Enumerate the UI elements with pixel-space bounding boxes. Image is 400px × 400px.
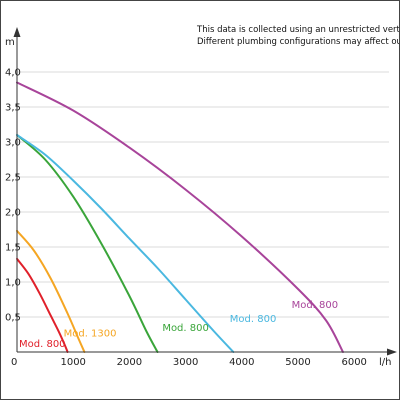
note-line-1: This data is collected using an unrestri… <box>196 25 399 35</box>
x-tick-label: 6000 <box>341 357 366 368</box>
x-tick-label: 1000 <box>60 357 85 368</box>
data-note: This data is collected using an unrestri… <box>196 25 399 47</box>
tick-labels: 0,5 1,0 1,5 2,0 2,5 3,0 3,5 4,0 0 1000 2000 3000 400… <box>5 68 367 369</box>
grid-lines <box>17 71 389 318</box>
x-tick-label: 3000 <box>173 357 198 368</box>
series-line-1 <box>16 257 69 353</box>
y-tick-label: 2,5 <box>5 173 21 184</box>
y-tick-label: 0,5 <box>5 313 21 324</box>
y-axis-arrow-icon <box>13 27 21 37</box>
series-label-5: Mod. 800 <box>292 300 339 311</box>
series-line-4 <box>16 134 235 353</box>
x-tick-label: 5000 <box>285 357 310 368</box>
x-tick-label: 2000 <box>117 357 142 368</box>
series-line-5 <box>16 81 344 353</box>
series-label-4: Mod. 800 <box>230 314 277 325</box>
axes: m l/h <box>5 27 397 368</box>
x-axis-unit: l/h <box>379 357 392 368</box>
series-lines <box>16 81 344 353</box>
y-tick-label: 3,5 <box>5 103 21 114</box>
y-tick-label: 2,0 <box>5 208 21 219</box>
y-tick-label: 3,0 <box>5 138 21 149</box>
note-line-2: Different plumbing configurations may af… <box>197 37 399 47</box>
y-axis-unit: m <box>5 37 15 48</box>
y-tick-label: 1,0 <box>5 278 21 289</box>
series-label-2: Mod. 1300 <box>64 329 117 340</box>
series-line-3 <box>16 134 159 353</box>
x-tick-label: 4000 <box>229 357 254 368</box>
y-tick-label: 4,0 <box>5 68 21 79</box>
series-line-2 <box>16 229 86 353</box>
series-label-1: Mod. 800 <box>19 339 66 350</box>
y-tick-label: 1,5 <box>5 243 21 254</box>
series-label-3: Mod. 800 <box>162 323 209 334</box>
x-axis-arrow-icon <box>387 348 397 356</box>
x-tick-label: 0 <box>11 357 17 368</box>
